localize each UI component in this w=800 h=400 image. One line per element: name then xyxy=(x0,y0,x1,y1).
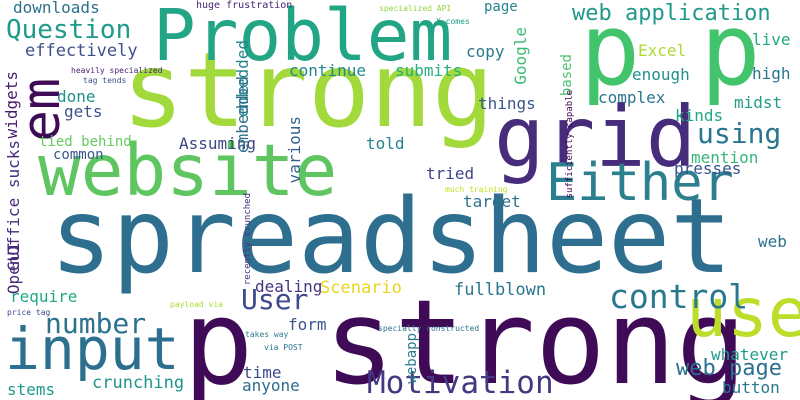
word-spreadsheet: spreadsheet xyxy=(50,177,733,297)
word-problem: Problem xyxy=(153,0,453,77)
word-tag-tends: tag tends xyxy=(83,76,127,85)
word-things: things xyxy=(478,94,536,113)
word-web-application: web application xyxy=(572,1,771,26)
word-submits: submits xyxy=(395,61,463,80)
word-web: web xyxy=(758,232,787,251)
word-website: website xyxy=(38,129,338,212)
word-x-comes: X comes xyxy=(436,17,470,26)
word-fullblown: fullblown xyxy=(454,280,547,300)
word-embedded-2: embedded xyxy=(233,76,252,154)
word-assuming: Assuming xyxy=(179,134,257,153)
word-question: Question xyxy=(6,15,132,45)
word-time: time xyxy=(243,363,282,382)
word-openoffice-sucks: OpenOffice sucks xyxy=(4,140,23,295)
word-done: done xyxy=(57,87,96,106)
word-p-strong: p strong xyxy=(183,274,747,400)
word-grid: grid xyxy=(494,88,697,186)
word-google: Google xyxy=(511,27,530,85)
word-mention: mention xyxy=(691,148,759,167)
word-web-page: web page xyxy=(676,356,782,381)
word-recently-crunched: recently crunched xyxy=(243,193,253,286)
word-scenario: Scenario xyxy=(320,278,402,298)
word-page: page xyxy=(484,0,518,15)
word-whatever: whatever xyxy=(711,345,789,364)
word-control: control xyxy=(609,277,749,316)
word-payload-via: payload via xyxy=(170,300,223,309)
word-much-training: much training xyxy=(445,185,508,194)
word-huge-frustration: huge frustration xyxy=(196,0,293,11)
word-specially-constructed: specially constructed xyxy=(378,324,480,333)
word-strong: strong xyxy=(122,31,495,151)
word-copy: copy xyxy=(466,42,505,61)
word-told: told xyxy=(366,134,405,153)
word-gui: GUI xyxy=(4,242,23,271)
word-common: common xyxy=(53,147,104,163)
word-using: using xyxy=(697,117,782,150)
word-motivation: Motivation xyxy=(367,365,554,400)
word-stems: stems xyxy=(7,380,56,399)
word-price-tag: price tag xyxy=(7,308,51,317)
word-webapp: webapp xyxy=(404,333,420,384)
word-sufficiently-capable: sufficiently capable xyxy=(565,90,575,199)
word-p-p: p p xyxy=(580,0,761,108)
word-continue: continue xyxy=(289,61,367,80)
word-complex: complex xyxy=(598,88,666,107)
word-require: require xyxy=(10,287,78,306)
word-anyone: anyone xyxy=(242,376,300,395)
word-via-post: via POST xyxy=(264,343,303,352)
word-high: high xyxy=(752,64,791,83)
word-specialized-api: specialized API xyxy=(379,4,452,13)
word-heavily-specialized: heavily specialized xyxy=(71,66,163,75)
word-number: number xyxy=(45,307,147,340)
word-downloads: downloads xyxy=(13,0,100,17)
word-gets: gets xyxy=(64,102,103,121)
word-kinds: kinds xyxy=(675,106,724,125)
word-excel: Excel xyxy=(638,41,687,60)
word-effectively: effectively xyxy=(25,41,138,61)
word-tried: tried xyxy=(426,164,475,183)
word-use: use xyxy=(686,274,800,353)
word-target: target xyxy=(463,192,521,211)
word-user: User xyxy=(241,283,309,316)
word-form: form xyxy=(288,315,327,334)
word-widgets: widgets xyxy=(2,71,21,139)
word-enough: enough xyxy=(632,65,690,84)
word-presses: presses xyxy=(674,159,742,178)
word-dealing: dealing xyxy=(255,277,323,296)
word-various: various xyxy=(285,116,304,184)
word-either: Either xyxy=(546,153,734,213)
word-tied-behind: tied behind xyxy=(39,134,132,150)
word-input: input xyxy=(5,315,180,383)
word-button: button xyxy=(722,378,780,397)
word-live: live xyxy=(752,30,791,49)
word-midst: midst xyxy=(734,93,783,112)
word-crunching: crunching xyxy=(92,373,185,393)
word-takes-way: takes way xyxy=(245,330,289,339)
